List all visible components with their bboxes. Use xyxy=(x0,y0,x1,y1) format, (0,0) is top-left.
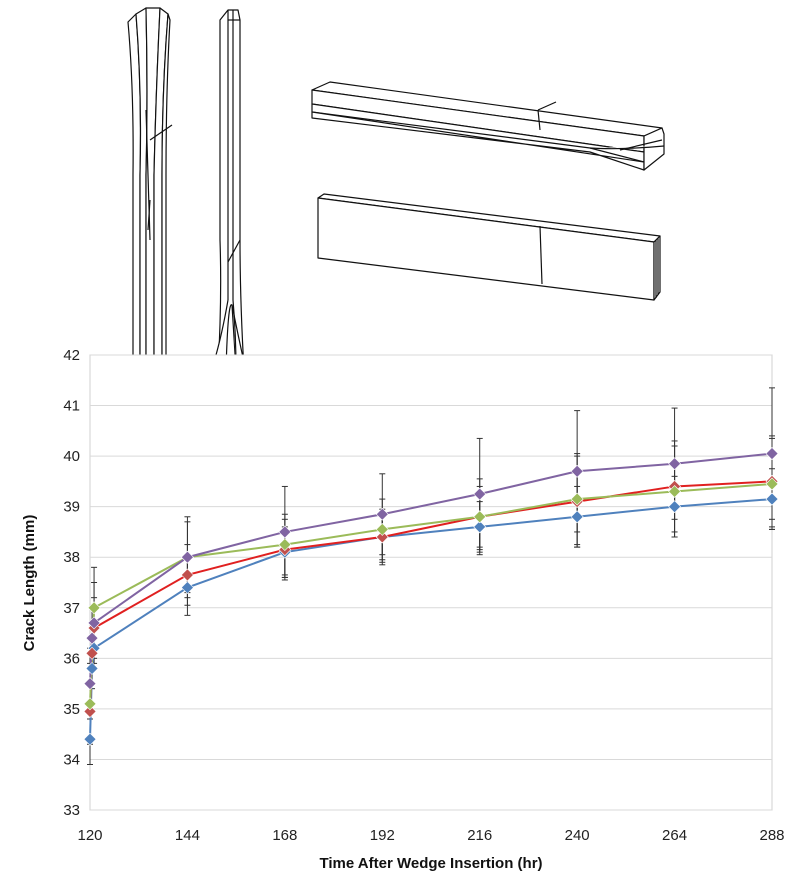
gridlines xyxy=(90,354,772,811)
y-tick-label: 40 xyxy=(63,448,80,465)
data-point-series-1 xyxy=(85,662,99,675)
y-tick-label: 37 xyxy=(63,600,80,617)
data-point-series-4 xyxy=(278,525,292,539)
data-point-series-4 xyxy=(83,677,97,691)
data-point-series-2 xyxy=(83,704,97,718)
y-tick-label: 33 xyxy=(63,802,80,819)
vertical-specimen-bottom-crack xyxy=(213,9,245,371)
x-tick-label: 264 xyxy=(662,827,687,844)
data-point-series-1 xyxy=(668,500,681,514)
data-point-series-3 xyxy=(375,522,389,536)
data-point-series-4 xyxy=(473,487,487,501)
x-axis-title: Time After Wedge Insertion (hr) xyxy=(319,855,542,872)
plot-area xyxy=(89,354,773,811)
x-tick-label: 168 xyxy=(272,827,297,844)
data-point-series-1 xyxy=(473,520,487,534)
data-point-series-1 xyxy=(83,732,97,746)
y-tick-label: 41 xyxy=(63,398,80,415)
data-point-series-4 xyxy=(765,447,779,461)
data-point-series-4 xyxy=(87,616,101,630)
x-tick-label: 120 xyxy=(77,827,102,844)
y-tick-label: 36 xyxy=(63,650,80,667)
y-tick-labels: 33 34 35 36 37 38 39 40 41 42 xyxy=(63,347,80,819)
x-tick-label: 288 xyxy=(759,827,784,844)
x-tick-label: 216 xyxy=(467,827,492,844)
horizontal-specimen-cracked xyxy=(311,81,665,171)
data-point-series-1 xyxy=(765,492,779,506)
y-tick-label: 35 xyxy=(63,701,80,718)
data-point-series-3 xyxy=(473,510,487,524)
data-point-series-3 xyxy=(83,697,97,711)
vertical-specimen-top-crack xyxy=(127,7,173,373)
data-point-series-1 xyxy=(181,581,194,594)
x-tick-label: 192 xyxy=(370,827,395,844)
data-point-series-2 xyxy=(181,568,194,582)
data-point-series-3 xyxy=(668,485,681,498)
data-point-series-3 xyxy=(278,538,292,552)
data-point-series-3 xyxy=(765,477,779,491)
horizontal-specimen-closed xyxy=(317,193,661,301)
specimen-illustration xyxy=(127,7,665,373)
data-point-series-4 xyxy=(181,550,194,564)
y-tick-label: 42 xyxy=(63,347,80,364)
data-point-series-3 xyxy=(87,601,101,615)
data-point-series-2 xyxy=(375,530,389,544)
y-tick-label: 38 xyxy=(63,549,80,566)
y-tick-label: 34 xyxy=(63,751,80,768)
x-tick-label: 144 xyxy=(175,827,200,844)
crack-length-chart: 33 34 35 36 37 38 39 40 41 42 120 144 168 192 216 240 2… xyxy=(21,347,785,872)
data-point-series-4 xyxy=(85,631,99,645)
x-tick-label: 240 xyxy=(565,827,590,844)
y-axis-title: Crack Length (mm) xyxy=(21,515,38,652)
data-point-series-3 xyxy=(570,492,584,506)
data-point-series-4 xyxy=(668,457,681,471)
data-point-series-1 xyxy=(570,510,584,524)
y-tick-label: 39 xyxy=(63,499,80,516)
x-tick-labels: 120 144 168 192 216 240 264 288 xyxy=(77,827,784,844)
data-point-series-4 xyxy=(375,507,389,521)
series-markers xyxy=(83,447,779,746)
data-point-series-4 xyxy=(570,464,584,478)
data-point-series-2 xyxy=(85,646,99,660)
